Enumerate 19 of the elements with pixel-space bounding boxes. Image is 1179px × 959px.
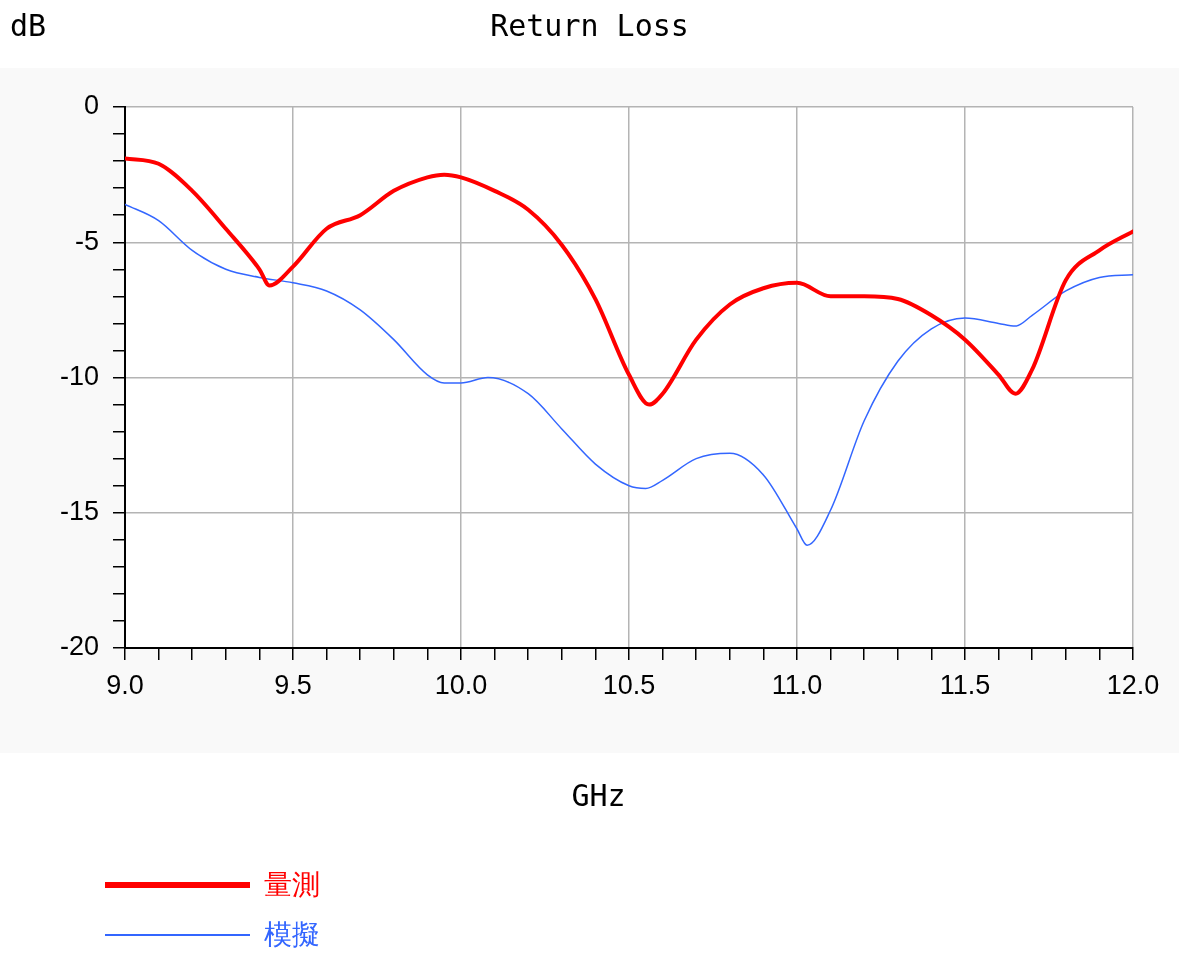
x-tick-label: 10.0: [434, 669, 488, 700]
y-tick-label: -5: [74, 225, 99, 256]
y-axis-title: dB: [10, 8, 47, 43]
x-axis-title: GHz: [570, 778, 627, 813]
y-tick-label: -10: [59, 360, 99, 391]
y-tick-label: -15: [59, 496, 99, 527]
x-tick-label: 12.0: [1106, 669, 1160, 700]
x-tick-label: 10.5: [602, 669, 656, 700]
x-tick-label: 11.5: [939, 669, 991, 700]
y-tick-label: 0: [83, 90, 99, 121]
x-tick-label: 11.0: [771, 669, 823, 700]
text: 量測: [264, 867, 320, 903]
y-tick-label: -20: [59, 631, 99, 662]
chart-title: Return Loss: [490, 8, 689, 43]
x-tick-label: 9.0: [106, 669, 144, 700]
text: 模擬: [264, 917, 320, 953]
line-series: [125, 156, 1133, 407]
x-tick-label: 9.5: [274, 669, 312, 700]
line-series: [125, 203, 1133, 546]
